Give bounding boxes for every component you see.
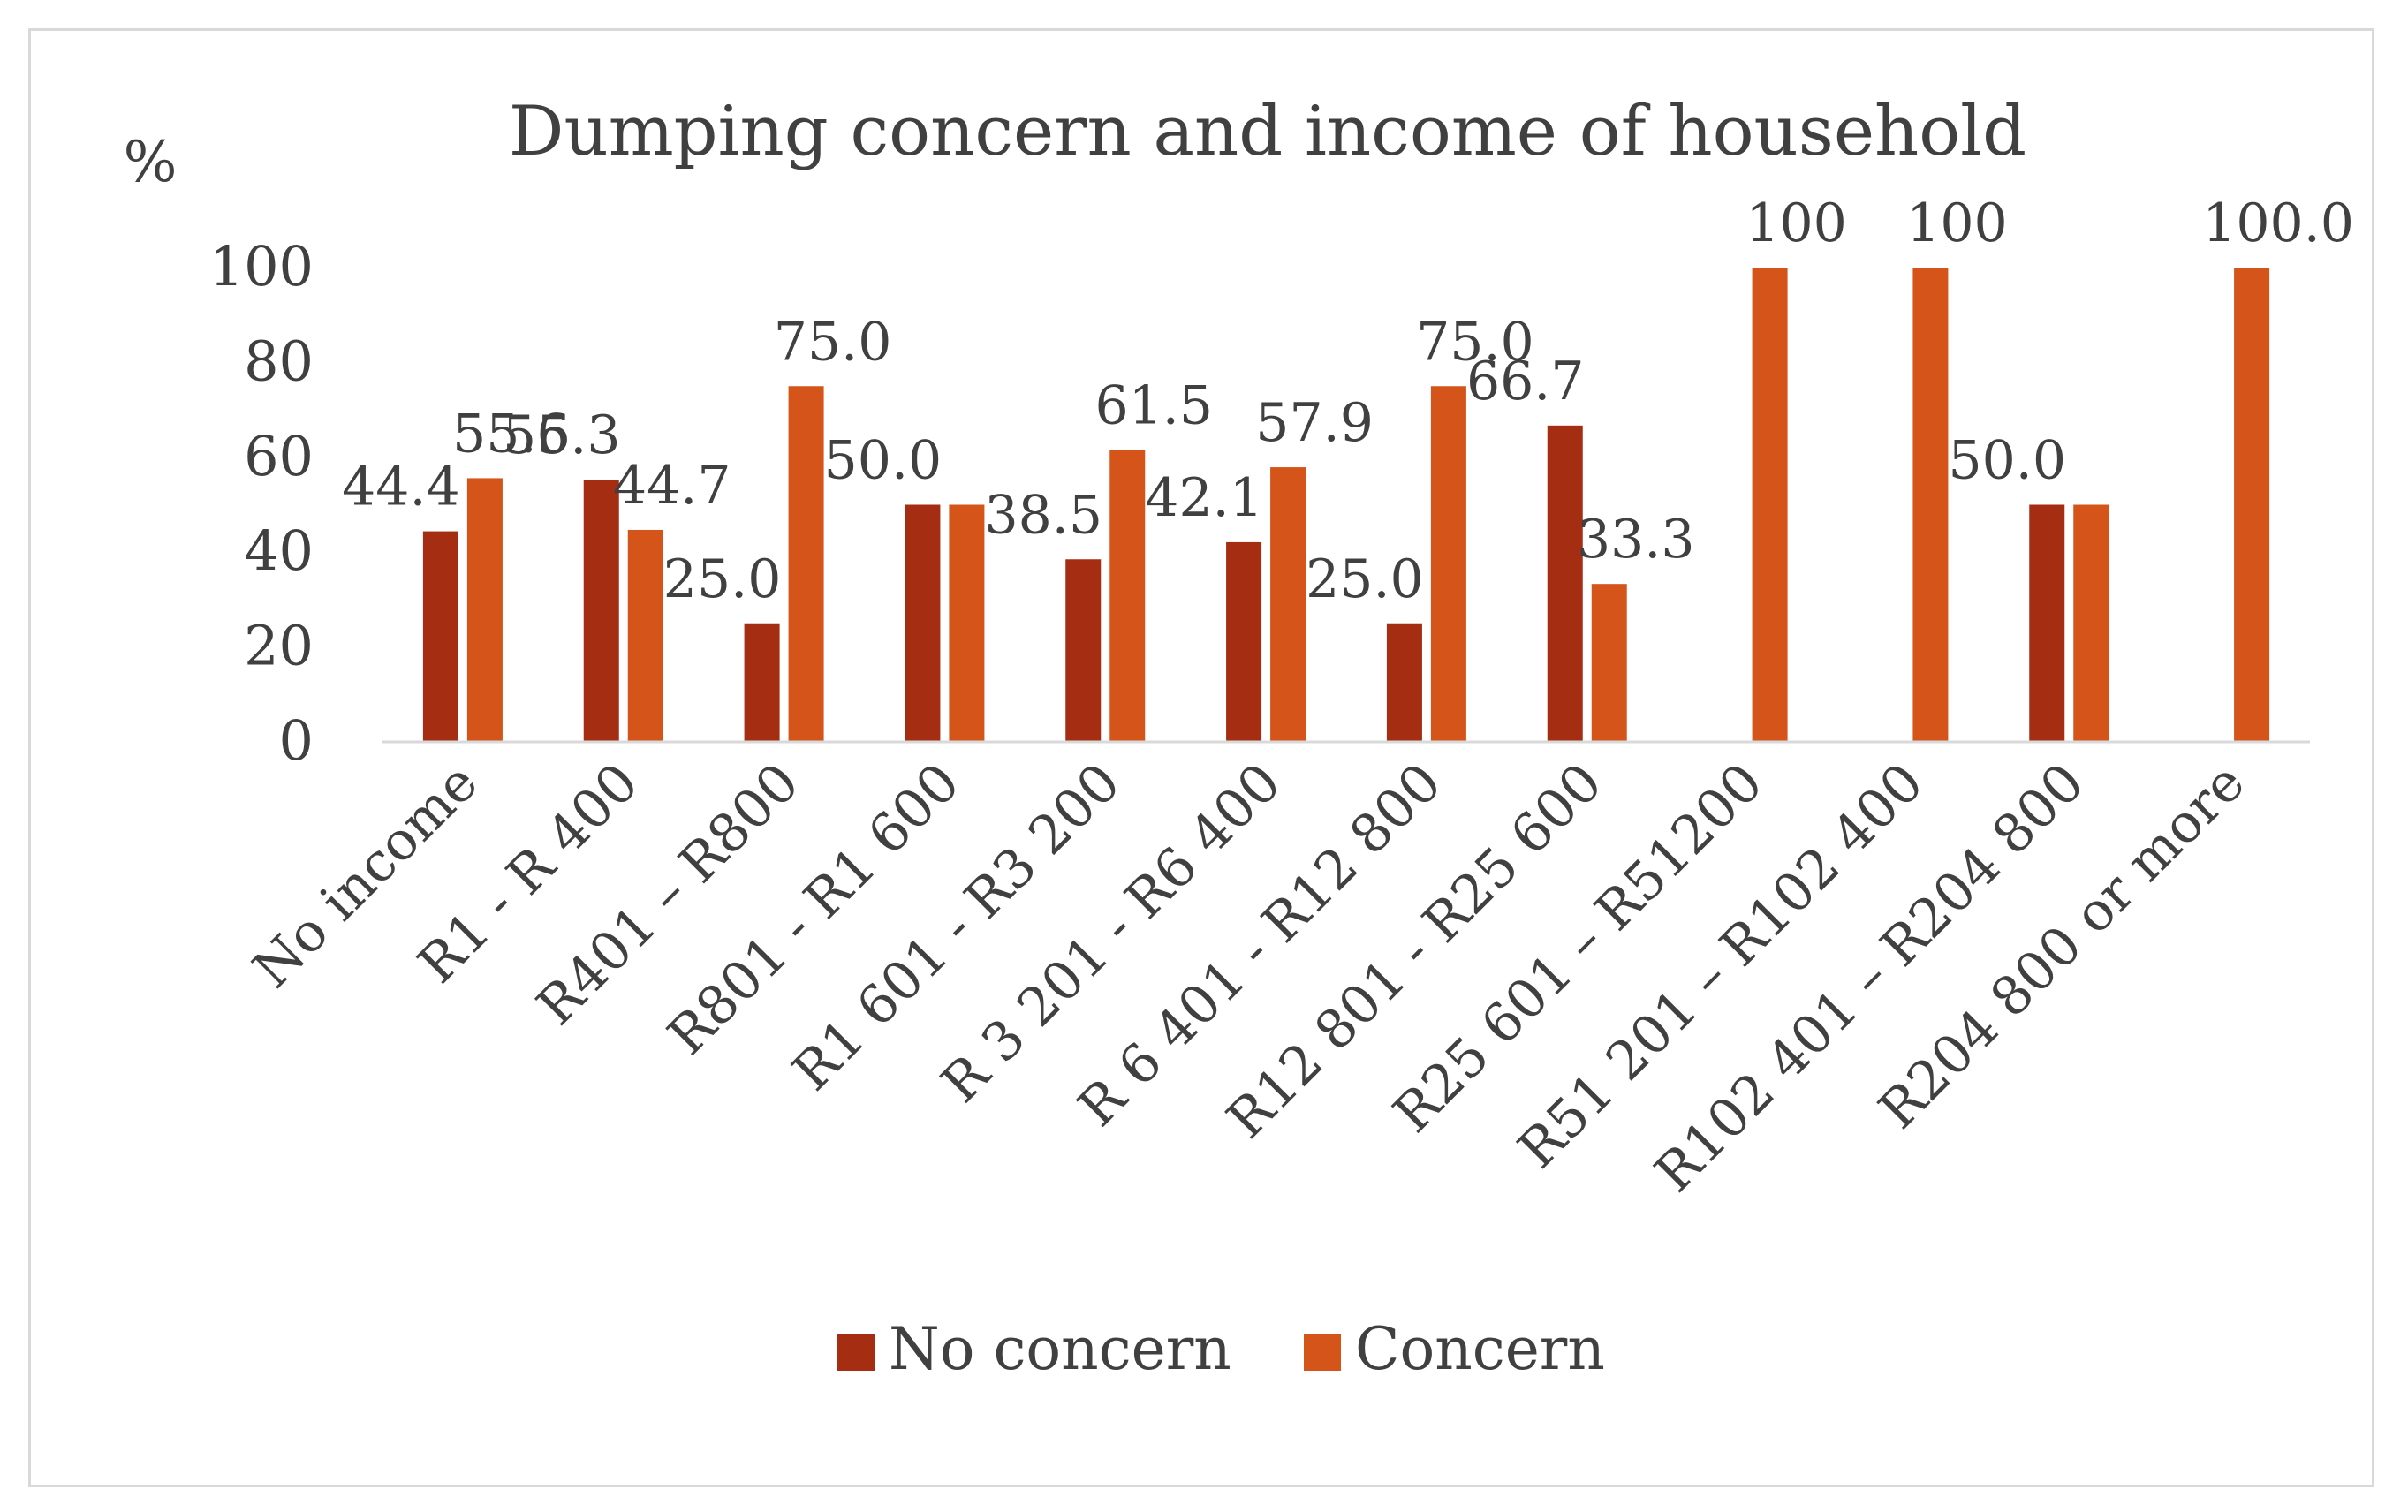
bar-concern-4 [949,504,985,742]
y-axis-ticks: 0 20 40 60 80 100 [209,234,314,773]
data-label-concern-1: 55.6 [452,403,571,465]
bar-no-concern-1 [422,531,458,742]
data-label-concern-5: 61.5 [1094,375,1213,437]
bar-concern-2 [627,529,663,742]
bar-no-concern-6 [1226,541,1262,742]
bar-no-concern-3 [744,623,780,742]
bar-no-concern-11 [2029,504,2065,742]
y-tick-label: 40 [244,518,314,583]
legend-label-no-concern: No concern [889,1315,1231,1383]
data-label-no-concern-7: 25.0 [1306,548,1424,610]
data-label-concern-12: 100.0 [2202,193,2354,254]
bar-concern-7 [1430,386,1466,742]
data-label-concern-10: 100 [1906,193,2008,254]
data-label-no-concern-4: 50.0 [824,430,943,492]
bar-no-concern-5 [1065,559,1102,742]
chart-title: Dumping concern and income of household [509,92,2026,171]
y-tick-label: 0 [279,708,314,773]
y-tick-label: 80 [244,329,314,393]
data-label-concern-8: 33.3 [1577,509,1695,571]
data-label-concern-7: 75.0 [1416,311,1534,373]
data-labels: 44.455.655.344.7 25.0 75.0 50.0 38.5 61.5 42.1… [342,193,2354,610]
data-label-no-concern-6: 42.1 [1145,467,1263,529]
data-label-concern-2: 44.7 [613,455,731,517]
data-label-no-concern-1: 44.4 [342,457,460,518]
data-label-concern-6: 57.9 [1255,392,1374,454]
y-tick-label: 20 [244,614,314,678]
data-label-no-concern-3: 25.0 [663,548,782,610]
category-label-4: R801 - R1 600 [656,752,972,1067]
chart-frame: Dumping concern and income of household … [28,28,2374,1487]
bars [422,268,2270,742]
bar-no-concern-2 [583,480,619,742]
data-label-no-concern-8: 66.7 [1466,351,1585,412]
bar-concern-1 [466,478,503,742]
data-label-no-concern-11: 50.0 [1948,430,2066,492]
bar-concern-5 [1109,450,1146,742]
bar-concern-9 [1752,268,1788,742]
legend-swatch-no-concern [837,1334,875,1371]
y-tick-label: 60 [244,424,314,488]
legend-swatch-concern [1304,1334,1341,1371]
bar-concern-8 [1591,584,1627,742]
bar-concern-6 [1270,467,1306,742]
y-tick-label: 100 [209,234,314,299]
bar-chart: Dumping concern and income of household … [124,92,2354,1383]
legend-label-concern: Concern [1355,1315,1605,1383]
bar-concern-11 [2073,504,2109,742]
bar-no-concern-7 [1386,623,1422,742]
data-label-concern-3: 75.0 [774,311,892,373]
data-label-no-concern-2: 55.3 [503,404,621,466]
bar-no-concern-8 [1547,425,1583,742]
bar-concern-12 [2234,268,2270,742]
legend: No concern Concern [837,1315,1605,1383]
data-label-no-concern-5: 38.5 [984,484,1102,546]
y-axis-label: % [124,130,178,195]
bar-no-concern-4 [905,504,941,742]
data-label-concern-9: 100 [1745,193,1847,254]
bar-concern-3 [788,386,824,742]
bar-concern-10 [1912,268,1949,742]
